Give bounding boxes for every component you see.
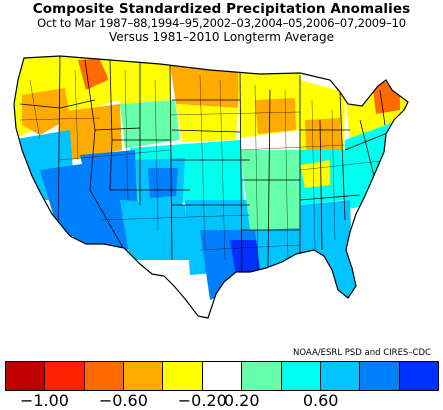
map-title: Composite Standardized Precipitation Ano… [32, 1, 411, 17]
colorbar-tick-label: 0.60 [302, 391, 339, 410]
colorbar-swatch [399, 362, 438, 390]
colorbar-swatch [45, 362, 85, 390]
colorbar-tick-label: −1.00 [19, 391, 69, 410]
map-period: Oct to Mar 1987–88,1994–95,2002–03,2004–… [37, 16, 406, 30]
climate-division-boundaries [19, 69, 391, 271]
data-credit: NOAA/ESRL PSD and CIRES–CDC [293, 348, 431, 358]
anomaly-field [14, 56, 408, 318]
colorbar-swatch [202, 362, 243, 390]
colorbar [5, 361, 439, 391]
colorbar-swatch [124, 362, 164, 390]
colorbar-tick-label: −0.60 [98, 391, 148, 410]
colorbar-swatch [281, 362, 321, 390]
colorbar-swatch [320, 362, 361, 390]
colorbar-tick-label: 0.20 [223, 391, 260, 410]
colorbar-swatch [84, 362, 125, 390]
state-boundaries [19, 56, 396, 281]
colorbar-swatch [163, 362, 203, 390]
colorbar-tick-label: −0.20 [177, 391, 227, 410]
colorbar-swatch [242, 362, 282, 390]
map-comparison: Versus 1981–2010 Longterm Average [108, 30, 335, 44]
colorbar-swatch [360, 362, 400, 390]
colorbar-swatch [6, 362, 46, 390]
